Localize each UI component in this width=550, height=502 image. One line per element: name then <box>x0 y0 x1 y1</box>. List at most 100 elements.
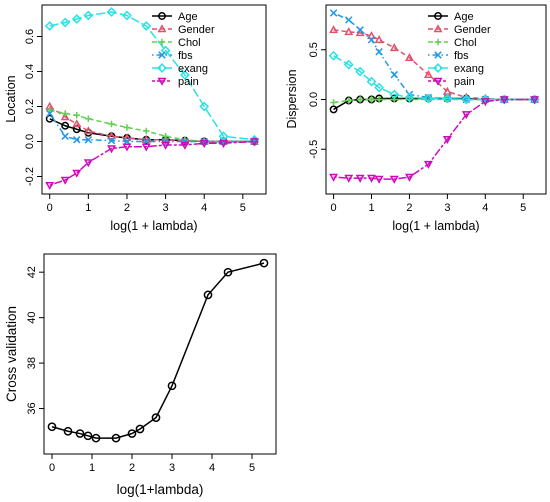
legend-label-chol: Chol <box>178 37 201 49</box>
x-tick-label: 1 <box>368 202 374 214</box>
legend-label-fbs: fbs <box>454 50 469 62</box>
data-point-gender <box>329 25 339 34</box>
legend-label-chol: Chol <box>454 37 477 49</box>
data-point-chol <box>143 127 150 135</box>
location-panel: 0 1 2 3 4 5 -0.2 0.0 0.2 0.4 0.6 AgeGenderCholfbs… <box>4 4 267 233</box>
cv-panel: 0 1 2 3 4 5 36 38 40 42 log(1+lambda) Cross vali… <box>4 253 277 497</box>
data-point-cv <box>75 429 85 438</box>
data-point-fbs <box>61 132 69 140</box>
legend-marker-chol <box>158 38 166 46</box>
data-point-exang <box>83 10 94 21</box>
legend-marker-exang <box>157 63 167 73</box>
y-tick-label: 0.6 <box>24 29 36 44</box>
series-line-exang <box>333 55 535 101</box>
legend-label-pain: pain <box>178 76 199 88</box>
data-point-exang <box>355 66 366 77</box>
data-point-cv <box>63 426 73 436</box>
legend-marker-pain <box>433 77 443 86</box>
data-point-pain <box>180 141 190 150</box>
data-point-exang <box>374 82 385 93</box>
data-point-cv <box>167 381 177 391</box>
legend-label-gender: Gender <box>178 24 215 36</box>
data-point-chol <box>108 120 115 128</box>
data-point-fbs <box>107 136 116 145</box>
data-point-cv <box>127 429 137 438</box>
legend-marker-gender <box>433 24 443 33</box>
x-tick-label: 4 <box>209 462 215 474</box>
data-point-gender <box>60 112 70 121</box>
data-point-fbs <box>329 9 338 17</box>
data-point-gender <box>355 28 365 37</box>
dispersion-panel: 0 1 2 3 4 5 -0.5 0.0 0.5 AgeGenderCholfbsexangp… <box>285 4 547 233</box>
data-point-pain <box>499 96 509 105</box>
data-point-pain <box>161 141 171 150</box>
series-line-pain <box>333 98 535 180</box>
data-point-pain <box>219 139 228 148</box>
data-point-pain <box>530 96 540 105</box>
data-point-chol <box>85 115 92 122</box>
cv-x-ticks: 0 1 2 3 4 5 <box>49 454 255 474</box>
y-tick-label: 0.0 <box>24 134 36 149</box>
x-tick-label: 5 <box>520 202 526 214</box>
y-tick-label: 0.2 <box>24 99 36 114</box>
data-point-exang <box>366 76 377 87</box>
x-tick-label: 4 <box>482 202 488 214</box>
y-tick-label: 42 <box>26 266 38 278</box>
legend-label-age: Age <box>178 11 198 23</box>
data-point-pain <box>60 176 70 185</box>
dispersion-y-ticks: -0.5 0.0 0.5 <box>308 42 326 159</box>
y-tick-label: 36 <box>26 402 38 414</box>
x-tick-label: 2 <box>129 462 135 474</box>
data-point-pain <box>199 139 209 148</box>
data-point-pain <box>367 174 376 183</box>
y-tick-label: 38 <box>26 357 38 369</box>
location-series <box>44 7 260 190</box>
data-point-chol <box>123 124 131 131</box>
data-point-cv <box>135 424 145 434</box>
dispersion-x-label: log(1 + lambda) <box>392 219 479 233</box>
data-point-fbs <box>356 26 364 34</box>
legend-marker-fbs <box>158 51 166 59</box>
data-point-pain <box>423 160 433 169</box>
legend-label-fbs: fbs <box>178 50 193 62</box>
y-tick-label: -0.2 <box>24 167 36 186</box>
data-point-gender <box>423 69 433 78</box>
data-point-pain <box>344 174 354 183</box>
data-point-gender <box>107 131 116 140</box>
dispersion-y-label: Dispersion <box>285 69 299 128</box>
series-line-pain <box>49 140 255 186</box>
data-point-fbs <box>375 48 383 56</box>
legend-marker-chol <box>434 38 442 46</box>
data-point-cv <box>151 413 161 422</box>
cv-y-label: Cross validation <box>4 306 19 402</box>
legend-label-gender: Gender <box>454 24 491 36</box>
x-tick-label: 3 <box>169 462 175 474</box>
data-point-gender <box>72 119 82 128</box>
data-point-pain <box>83 159 93 168</box>
data-point-chol <box>368 96 375 103</box>
cv-x-label: log(1+lambda) <box>117 482 204 497</box>
y-tick-label: -0.5 <box>308 140 320 159</box>
data-point-exang <box>343 59 354 70</box>
location-y-label: Location <box>4 75 18 122</box>
data-point-pain <box>249 138 259 147</box>
series-line-cv <box>51 262 265 439</box>
data-point-pain <box>141 143 151 152</box>
data-point-age <box>61 121 70 130</box>
data-point-pain <box>442 135 452 145</box>
legend-marker-fbs <box>434 51 442 59</box>
data-point-fbs <box>73 136 81 144</box>
dispersion-x-ticks: 0 1 2 3 4 5 <box>331 194 526 214</box>
data-point-exang <box>199 101 210 112</box>
legend-label-exang: exang <box>454 63 484 75</box>
data-point-fbs <box>390 70 399 79</box>
x-tick-label: 1 <box>85 202 91 214</box>
data-point-exang <box>389 89 400 100</box>
data-point-chol <box>162 133 169 140</box>
location-x-label: log(1 + lambda) <box>110 219 197 233</box>
data-point-chol <box>61 110 69 117</box>
data-point-exang <box>106 7 117 17</box>
cv-series <box>47 258 269 443</box>
